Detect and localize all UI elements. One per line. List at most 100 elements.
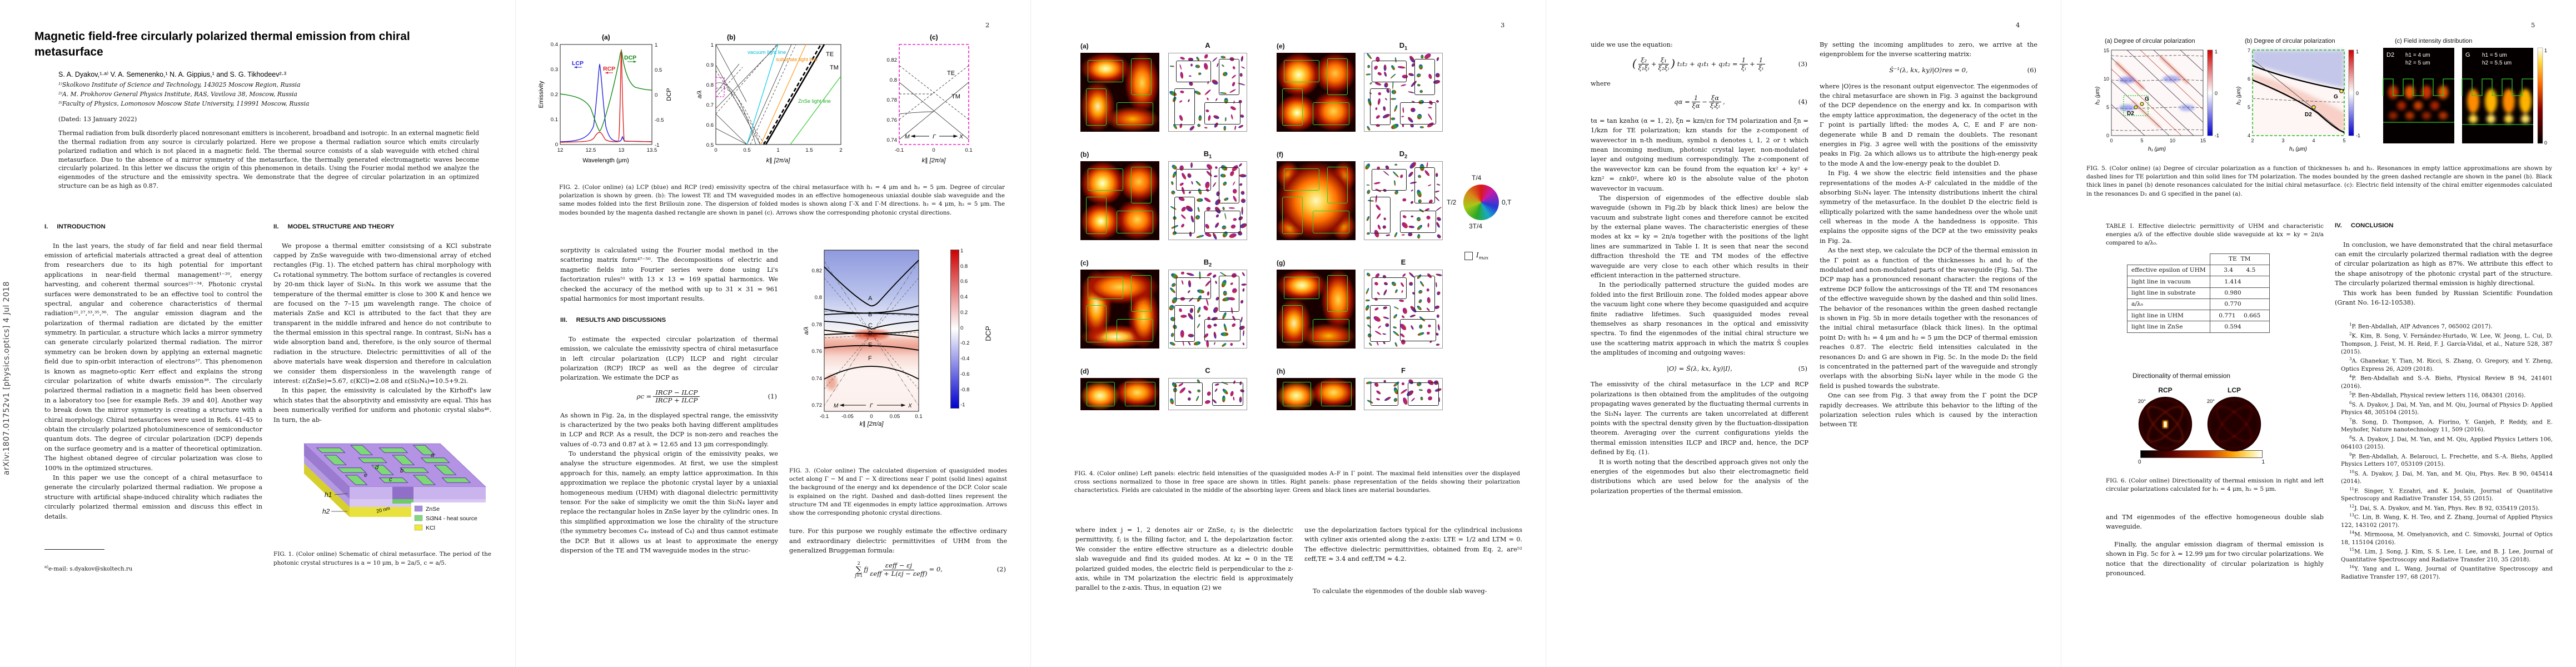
svg-text:2: 2 [839,147,842,153]
equation-1: ρc = IRCP − ILCP IRCP + ILCP (1) [636,388,777,405]
fig2a-xlabel: Wavelength (μm) [582,157,629,164]
svg-text:0.82: 0.82 [887,57,898,63]
svg-text:0: 0 [2215,91,2218,96]
equation-6: Ŝ⁻¹(λ, kx, ky)|O⟩res = 0, (6) [1889,66,2036,74]
fig4-heatmap-c [1080,270,1159,349]
fig4-heatmap-f [1277,161,1356,240]
svg-text:-1: -1 [2356,133,2360,138]
fig2c-Gamma-label: Γ [933,133,936,140]
fig3-mode-D: D [868,330,873,337]
authors: S. A. Dyakov,¹·ᵃ⁾ V. A. Semenenko,¹ N. A… [58,71,286,78]
fig5b-ylabel: h₂ (μm) [2236,87,2242,105]
svg-text:0.2: 0.2 [551,92,558,98]
svg-text:-0.1: -0.1 [895,147,904,153]
figure-5-caption: FIG. 5. (Color online) (a) Degree of cir… [2086,165,2552,197]
fig2a-tag: (a) [602,33,610,41]
fig5c-panel-D2: D2 h1 = 4 um h2 = 5 um [2383,48,2454,143]
svg-text:4: 4 [2248,133,2250,138]
fig5b-dcp-map-zoom: D2 G 7 6 5 4 2 3 4 5 1 0 -1 h₁ (μm) h₂ (μm) [2236,48,2360,152]
body-paragraph: To understand the physical origin of the… [560,450,778,554]
fig3-mode-E: E [868,342,872,349]
body-paragraph: Finally, the angular emission diagram of… [2106,540,2324,577]
body-paragraph: To estimate the expected circular polari… [560,335,778,382]
svg-text:12.5: 12.5 [586,147,596,153]
svg-text:0.3: 0.3 [551,67,558,73]
equation-4: qα = 1 ξα − ξα ξᵢξₜ , (4) [1674,94,1807,110]
equation-2: 2 ∑ j=1 fj εeff − εj εeff + L(εj − εeff) = … [855,561,1006,579]
svg-text:5: 5 [2248,104,2250,110]
wheel-label-T4: T/4 [1472,174,1482,182]
svg-text:G: G [2465,52,2470,58]
svg-text:2: 2 [2251,138,2254,143]
svg-text:h1 = 4 um: h1 = 4 um [2405,52,2430,58]
fig5b-title: (b) Degree of circular polarization [2245,38,2335,44]
imax-legend: Imax [1464,251,1488,260]
body-paragraph: use the depolarization factors typical f… [1304,526,1522,563]
fig1-legend: ZnSe Si3N4 - heat source KCl [414,505,477,531]
fig2c-M-label: M [905,133,910,140]
fig6-angle-label: 20° [2138,399,2146,404]
fig1-label-b: b [400,467,403,474]
svg-text:0.76: 0.76 [812,349,823,355]
fig2a-lcp-label: LCP [572,60,584,67]
svg-text:0.78: 0.78 [812,322,823,328]
fig4-mode-label-B2: B2 [1203,258,1212,268]
fig2c-xlabel: k∥ [2π/a] [922,157,946,164]
fig5c-panel-G: G h1 = 5 um h2 = 5.5 um [2462,48,2533,143]
figure-2b-band-structure: (b) 10.9 0.80.7 0.60.5 0 0.5 1 1.5 2 vacuu… [696,33,843,164]
svg-text:0: 0 [555,142,558,148]
fig1-label-a: a [431,452,434,459]
svg-text:5: 5 [2343,138,2345,143]
references-list: 1P. Ben-Abdallah, AIP Advances 7, 065002… [2335,322,2553,581]
table-1-caption: TABLE I. Effective dielectric permittivi… [2106,223,2324,247]
page-number: 4 [2016,21,2020,29]
intro-paragraph-2: In this paper we use the concept of a ch… [44,474,262,520]
fig4-heatmap-g [1277,270,1356,349]
svg-text:0.82: 0.82 [812,268,823,274]
fig4-mode-label-A: A [1205,41,1210,49]
fig5a-xlabel: h₁ (μm) [2148,146,2166,152]
fig6-rcp-panel: RCP 20° [2137,385,2194,451]
svg-text:5: 5 [2106,104,2109,110]
fig2b-znse-lightline-label: ZnSe light line [798,98,831,104]
body-paragraph: ture. For this purpose we roughly estima… [789,527,1007,554]
figure-2-caption: FIG. 2. (Color online) (a) LCP (blue) an… [559,184,1005,216]
body-paragraph: In Fig. 4 we show the electric field int… [1820,170,2037,245]
figure-1-schematic: a b c d e h1 h2 20 nm ZnSe Si3N4 - heat … [273,439,490,538]
svg-text:10: 10 [2104,76,2109,82]
figure-2a-emissivity-plot: (a) LCP RCP DCP 00.1 0.20.3 0.4 12 12.5 … [538,33,672,164]
reference-item: 5P. Ben-Abdallah, Physical review letter… [2349,391,2526,399]
fig2c-tag: (c) [930,33,938,41]
svg-text:0: 0 [2356,91,2359,96]
svg-text:0.5: 0.5 [706,142,714,148]
fig2c-te-label: TE [947,70,955,77]
fig6-colorbar [2140,450,2263,459]
reference-item: 3A. Ghanekar, Y. Tian, M. Ricci, S. Zhan… [2341,356,2553,372]
fig4-ellipse-field-F [1364,378,1443,410]
svg-text:-0.1: -0.1 [820,414,829,420]
equation-5: |O⟩ = Ŝ(λ, kx, ky)|I⟩, (5) [1667,364,1807,372]
intro-paragraph-1: In the last years, the study of far fiel… [44,242,262,472]
dated-line: (Dated: 13 January 2022) [58,116,137,123]
fig3-mode-C: C [868,322,873,329]
body-paragraph: It is worth noting that the described ap… [1591,458,1808,495]
fig5b-point-G: G [2334,94,2338,100]
page-number: 2 [985,21,990,29]
fig4-ellipse-field-A [1168,53,1247,132]
svg-text:0.74: 0.74 [812,376,823,382]
abstract: Thermal radiation from bulk disorderly p… [58,130,479,190]
body-paragraph: The dispersion of eigenmodes of the effe… [1591,194,1808,280]
fig3-mode-A: A [868,295,873,302]
body-paragraph: where |O⟩res is the resonant output eige… [1820,82,2037,167]
svg-text:4: 4 [2312,138,2315,143]
fig3-colorbar-label: DCP [984,326,993,341]
svg-text:X: X [908,403,912,409]
fig3-mode-B: B [868,311,872,318]
fig1-label-e: e [364,472,367,479]
fig4-heatmap-h [1277,378,1356,410]
svg-text:0.8: 0.8 [890,77,897,83]
fig2b-ylabel: a/λ [696,91,703,99]
body-paragraph: uide we use the equation: [1591,41,1673,48]
page3-left-column: where index j = 1, 2 denotes air or ZnSe… [1075,525,1293,593]
page4-right-column: By setting the incoming amplitudes to ze… [1820,40,2037,430]
